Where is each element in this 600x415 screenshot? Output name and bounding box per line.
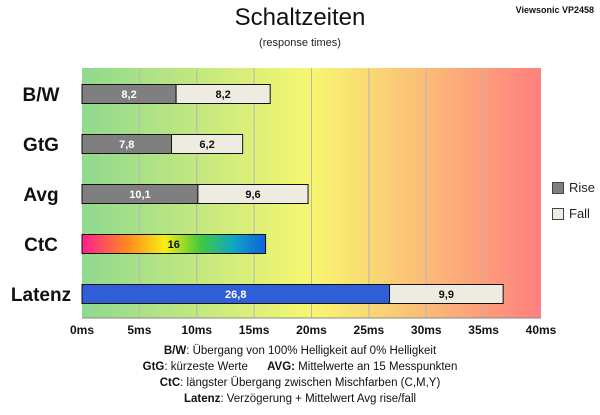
legend-rise: Rise <box>552 180 595 195</box>
x-tick-label: 15ms <box>239 323 270 337</box>
x-tick-label: 5ms <box>127 323 151 337</box>
legend-rise-label: Rise <box>569 180 596 195</box>
note-gtg-avg: GtG: kürzeste Werte AVG: Mittelwerte an … <box>0 359 600 375</box>
monitor-model: Viewsonic VP2458 <box>515 5 594 15</box>
bar-value-label: 9,9 <box>439 289 454 301</box>
chart-subtitle: (response times) <box>259 37 341 49</box>
legend-fall: Fall <box>552 206 590 221</box>
legend-rise-swatch <box>552 181 564 194</box>
bar-value-label: 8,2 <box>121 89 136 101</box>
bar-value-label: 6,2 <box>199 139 214 151</box>
note-latenz-text: : Verzögerung + Mittelwert Avg rise/fall <box>220 393 417 405</box>
note-bw-text: : Übergang von 100% Helligkeit auf 0% He… <box>186 345 437 357</box>
note-avg-text: Mittelwerte an 15 Messpunkten <box>294 361 458 373</box>
category-label: B/W <box>23 85 60 106</box>
bar-rise <box>81 234 267 254</box>
bar-value-label: 9,6 <box>245 189 260 201</box>
note-ctc-label: CtC <box>159 377 181 389</box>
category-label: Latenz <box>11 285 71 306</box>
x-tick-label: 10ms <box>181 323 212 337</box>
x-tick-label: 25ms <box>354 323 385 337</box>
note-bw-label: B/W <box>163 345 187 357</box>
note-ctc-text: : längster Übergang zwischen Mischfarben… <box>180 377 441 389</box>
bar-value-label: 26,8 <box>225 289 246 301</box>
x-tick-label: 0ms <box>70 323 94 337</box>
note-gtg-label: GtG <box>142 361 165 373</box>
note-avg-label: AVG: <box>267 361 295 373</box>
note-gtg-text: : kürzeste Werte <box>164 361 248 373</box>
bar-fall <box>389 284 504 304</box>
note-latenz-label: Latenz <box>183 393 221 405</box>
bar-value-label: 7,8 <box>119 139 134 151</box>
bar-fall <box>175 84 271 104</box>
note-latenz: Latenz: Verzögerung + Mittelwert Avg ris… <box>0 391 600 407</box>
bar-value-label: 16 <box>168 239 180 251</box>
category-label: GtG <box>23 135 59 156</box>
bar-fall <box>197 184 309 204</box>
notes: B/W: Übergang von 100% Helligkeit auf 0%… <box>0 343 600 407</box>
category-label: Avg <box>23 185 58 206</box>
bar-value-label: 10,1 <box>129 189 150 201</box>
legend-fall-label: Fall <box>569 206 590 221</box>
bar-fall <box>171 134 244 154</box>
x-tick-label: 30ms <box>411 323 442 337</box>
bar-value-label: 8,2 <box>215 89 230 101</box>
category-label: CtC <box>24 235 58 256</box>
legend-fall-swatch <box>552 207 564 220</box>
x-tick-label: 40ms <box>526 323 557 337</box>
x-tick-label: 35ms <box>468 323 499 337</box>
chart-title: Schaltzeiten <box>234 4 366 31</box>
note-ctc: CtC: längster Übergang zwischen Mischfar… <box>0 375 600 391</box>
x-tick-label: 20ms <box>296 323 327 337</box>
response-time-chart: 8,2 8,2 7,8 6,2 10,1 9,6 16 26,8 9,9 B/W GtG Avg Ct… <box>11 68 557 337</box>
note-bw: B/W: Übergang von 100% Helligkeit auf 0%… <box>0 343 600 359</box>
